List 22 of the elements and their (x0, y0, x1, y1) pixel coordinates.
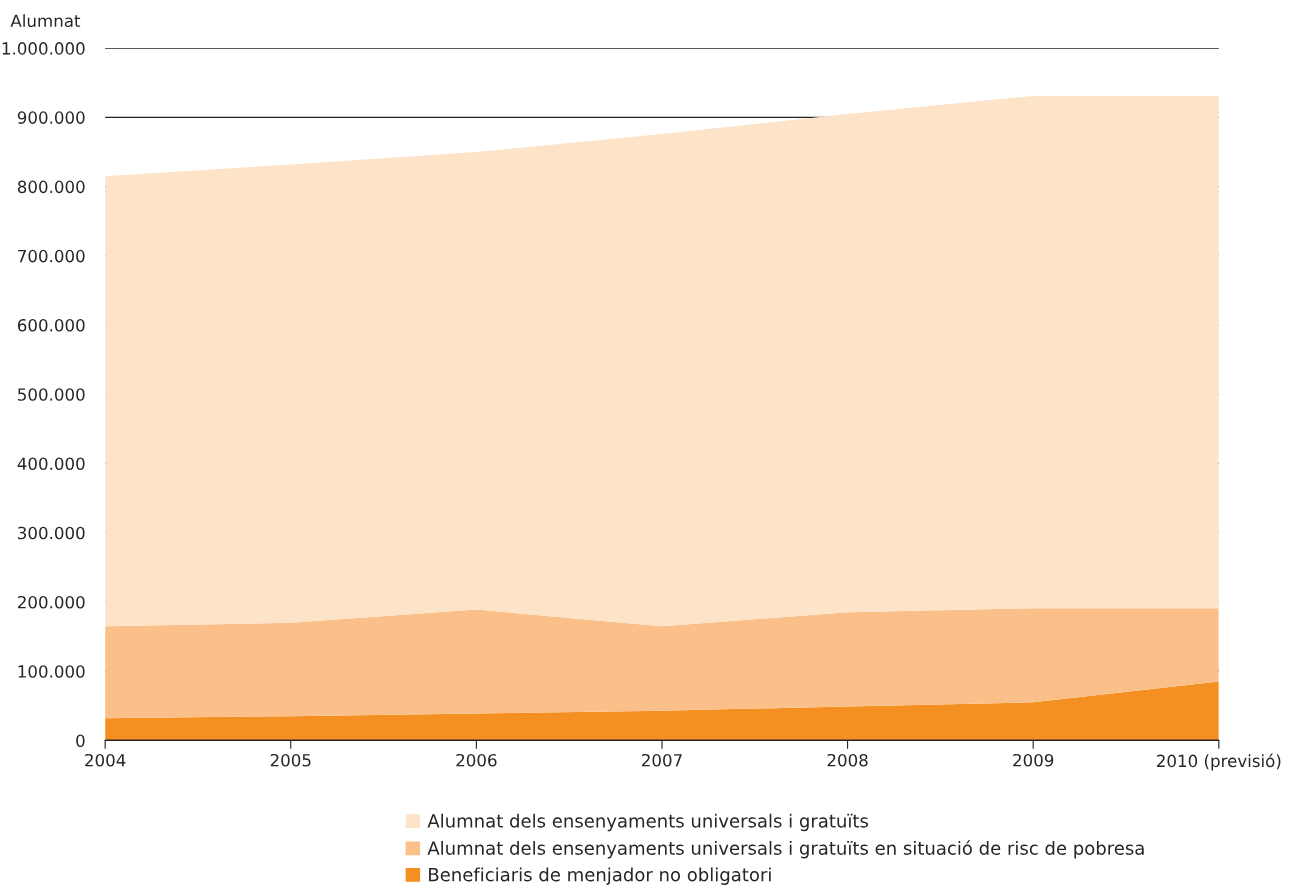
x-tick-label: 2010 (previsió) (1157, 753, 1281, 771)
y-tick-label: 900.000 (17, 111, 85, 124)
x-tick-label: 2007 (641, 753, 682, 767)
x-tick-label: 2006 (456, 753, 497, 767)
y-tick-label: 400.000 (17, 457, 85, 471)
legend-label: Alumnat dels ensenyaments universals i gratuïts (427, 813, 868, 832)
y-tick-label: 200.000 (17, 595, 85, 609)
y-axis-title: Alumnat (10, 14, 81, 28)
y-tick-label: 700.000 (18, 249, 85, 263)
y-tick-label: 800.000 (17, 180, 85, 194)
x-tick-label: 2008 (827, 753, 868, 767)
y-tick-label: 300.000 (18, 526, 85, 540)
y-tick-label: 500.000 (18, 388, 85, 401)
y-tick-label: 600.000 (17, 319, 85, 332)
x-tick-label: 2005 (270, 753, 311, 767)
legend-label: Beneficiaris de menjador no obligatori (429, 867, 771, 885)
x-tick-label: 2009 (1013, 753, 1054, 767)
y-tick-label: 1.000.000 (2, 42, 85, 55)
x-tick-label: 2004 (85, 753, 126, 767)
y-tick-label: 100.000 (18, 665, 85, 678)
legend-label: Alumnat dels ensenyaments universals i gratuïts en situació de risc de pobresa (427, 840, 1144, 859)
y-tick-label: 0 (76, 734, 85, 747)
